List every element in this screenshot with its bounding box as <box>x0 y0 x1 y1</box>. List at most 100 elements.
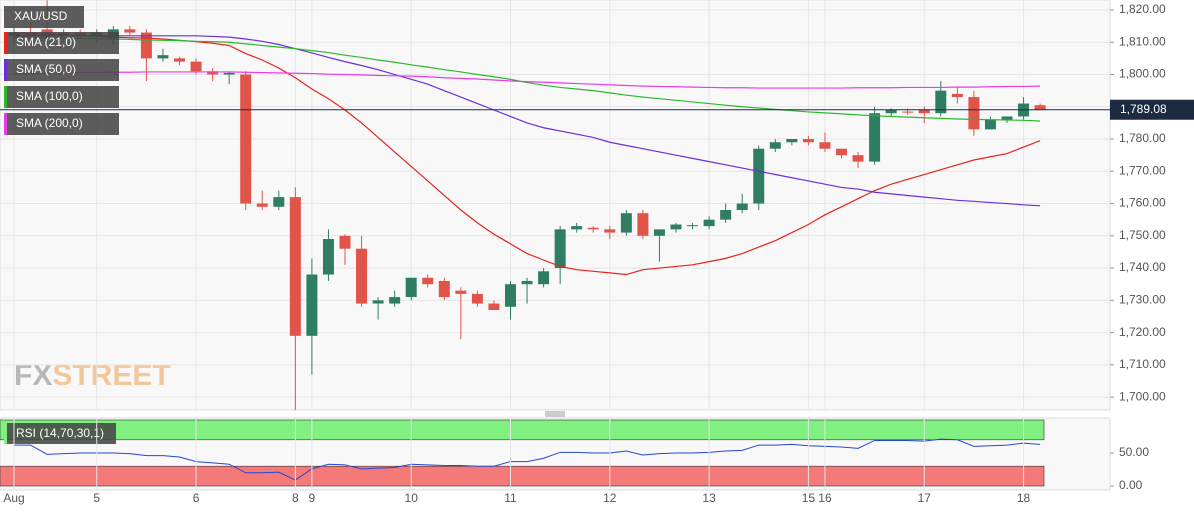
candle-body <box>356 248 368 304</box>
candle-body <box>438 280 450 298</box>
x-tick-label: 17 <box>918 491 932 505</box>
candle-body <box>670 224 682 230</box>
sma-line <box>13 36 1041 122</box>
candle-body <box>786 139 798 143</box>
candle-body <box>422 277 434 285</box>
candle-body <box>190 61 202 72</box>
candle-body <box>1001 116 1013 120</box>
legend-box <box>4 423 116 444</box>
lower-band <box>0 465 1045 487</box>
candle-body <box>140 32 152 59</box>
y-tick-label: 1,740.00 <box>1119 260 1166 274</box>
x-tick-label: Aug <box>3 491 24 505</box>
legend-box <box>4 32 119 54</box>
candle-body <box>471 293 483 304</box>
candle-body <box>488 303 500 310</box>
legend-swatch <box>4 423 7 444</box>
candle-body <box>256 203 268 207</box>
legend-swatch <box>4 113 7 135</box>
rsi-line <box>14 438 1041 481</box>
candle-body <box>538 271 550 285</box>
candle-body <box>753 148 765 204</box>
candle-body <box>372 300 384 304</box>
candle-body <box>289 197 301 336</box>
candle-body <box>720 210 732 220</box>
candle-body <box>703 219 715 227</box>
candle-body <box>984 119 996 130</box>
y-tick-label: 50.00 <box>1119 445 1149 459</box>
x-tick-label: 15 <box>802 491 816 505</box>
legend-entry: SMA (100,0) <box>16 89 83 103</box>
legend-entry: SMA (50,0) <box>16 62 76 76</box>
candle-body <box>687 225 699 227</box>
legend-box <box>4 113 119 135</box>
candle-body <box>951 93 963 98</box>
candle-body <box>554 229 566 269</box>
candle-body <box>571 226 583 230</box>
x-tick-label: 8 <box>292 491 299 505</box>
title-box <box>4 6 84 28</box>
candle-body <box>736 203 748 210</box>
y-tick-label: 1,780.00 <box>1119 131 1166 145</box>
y-tick-label: 1,760.00 <box>1119 196 1166 210</box>
last-price-label: 1,789.08 <box>1120 102 1167 116</box>
candle-body <box>836 148 847 156</box>
legend-box <box>4 59 119 81</box>
candle-body <box>587 227 599 230</box>
rsi-title: RSI (14,70,30,1) <box>16 426 104 440</box>
x-tick-label: 10 <box>405 491 419 505</box>
candle-body <box>124 29 136 33</box>
legend-swatch <box>4 32 7 54</box>
y-tick-label: 1,820.00 <box>1119 2 1166 16</box>
legend-box <box>4 86 119 108</box>
candle-body <box>869 113 881 162</box>
x-tick-label: 6 <box>193 491 200 505</box>
candle-body <box>455 290 467 294</box>
candle-body <box>207 71 219 75</box>
panel-divider <box>545 411 565 417</box>
candle-body <box>339 235 351 249</box>
candle-body <box>819 142 831 149</box>
x-tick-label: 5 <box>93 491 100 505</box>
candle-body <box>968 97 980 130</box>
candle-body <box>935 90 947 114</box>
candle-body <box>223 72 235 75</box>
candle-body <box>637 213 649 236</box>
candle-body <box>505 284 516 307</box>
candle-body <box>322 239 334 275</box>
legend-swatch <box>4 86 7 108</box>
x-tick-label: 16 <box>818 491 832 505</box>
legend-entry: SMA (200,0) <box>16 116 83 130</box>
candle-body <box>769 142 781 149</box>
candle-body <box>389 297 401 304</box>
watermark: FXSTREET <box>14 359 171 392</box>
candle-body <box>918 110 930 114</box>
x-tick-label: 12 <box>603 491 617 505</box>
candle-body <box>273 197 285 207</box>
chart-title: XAU/USD <box>14 9 68 23</box>
upper-band <box>0 419 1045 441</box>
legend-swatch <box>4 59 7 81</box>
candle-body <box>802 139 814 143</box>
y-tick-label: 1,710.00 <box>1119 357 1166 371</box>
candle-body <box>1034 105 1046 110</box>
x-tick-label: 11 <box>504 491 517 505</box>
y-tick-label: 1,730.00 <box>1119 292 1166 306</box>
y-tick-label: 1,810.00 <box>1119 34 1166 48</box>
candle-body <box>902 111 914 113</box>
candle-body <box>653 229 665 236</box>
y-tick-label: 1,750.00 <box>1119 228 1166 242</box>
x-tick-label: 18 <box>1017 491 1031 505</box>
sma-line <box>13 71 1041 89</box>
candle-body <box>885 110 897 114</box>
candle-body <box>852 155 864 162</box>
x-tick-label: 13 <box>702 491 716 505</box>
legend-entry: SMA (21,0) <box>16 35 76 49</box>
candle-body <box>405 277 417 298</box>
y-tick-label: 1,720.00 <box>1119 325 1166 339</box>
candle-body <box>620 213 632 233</box>
x-tick-label: 9 <box>309 491 316 505</box>
sma-line <box>14 35 1041 207</box>
price-panel <box>0 0 1111 411</box>
